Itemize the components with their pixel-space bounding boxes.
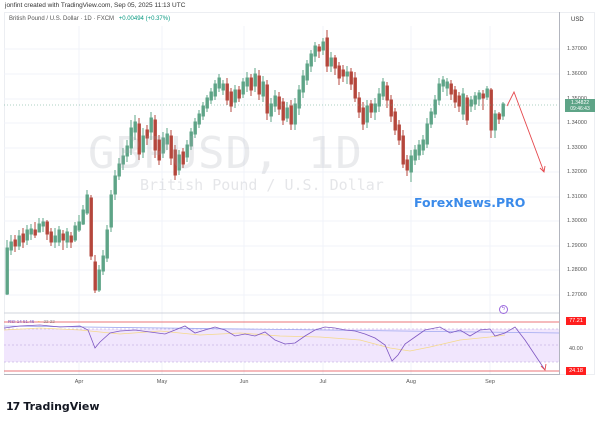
rsi-lower-tag: 24.18 [566,367,586,375]
symbol-description: British Pound / U.S. Dollar · 1D · FXCM [9,16,115,22]
time-axis-border [4,374,559,375]
price-change: +0.00494 (+0.37%) [118,16,171,22]
tradingview-logo-text: TradingView [23,400,100,413]
y-tick: 1.36000 [567,71,587,77]
last-price-tag: 1.34822 09:46:43 [565,99,595,112]
rsi-ma-value: ~ [37,319,41,324]
rsi-value: 51.46 [23,319,35,324]
watermark-symbol: GBPUSD, 1D [88,128,363,179]
rsi-upper-tag: 77.21 [566,317,586,325]
y-tick: 1.27000 [567,292,587,298]
x-tick: May [156,379,168,385]
y-tick: 1.28000 [567,267,587,273]
y-tick: 1.31000 [567,194,587,200]
last-price: 1.34822 [570,100,590,106]
brand-overlay: ForexNews.PRO [414,195,526,210]
rsi-name: RSI 14 [8,319,22,324]
x-tick: Sep [485,379,495,385]
y-tick: 1.37000 [567,46,587,52]
y-tick: 1.34000 [567,120,587,126]
symbol-legend[interactable]: British Pound / U.S. Dollar · 1D · FXCM … [9,16,170,22]
x-tick: Aug [406,379,416,385]
rsi-extra-values: 22 22 [43,319,55,324]
watermark-description: British Pound / U.S. Dollar [140,176,384,194]
lightning-icon[interactable]: ϟ [499,305,508,314]
tradingview-logo[interactable]: 17 TradingView [6,400,100,413]
y-tick: 1.32000 [567,169,587,175]
candles [5,30,505,295]
x-tick: Jul [319,379,327,385]
y-tick: 1.30000 [567,218,587,224]
rsi-mid-tick: 40.00 [569,346,583,352]
bar-countdown: 09:46:43 [570,106,590,112]
credit-line: jonfint created with TradingView.com, Se… [5,2,186,9]
y-tick: 1.33000 [567,145,587,151]
y-tick: 1.29000 [567,243,587,249]
tradingview-logo-icon: 17 [6,400,20,413]
rsi-legend[interactable]: RSI 14 51.46 ~ 22 22 [8,319,55,324]
price-axis-border [559,12,560,375]
x-tick: Apr [74,379,84,385]
projection-arrow[interactable] [506,90,546,173]
currency-label[interactable]: USD [571,17,584,23]
rsi-pane [3,321,560,372]
x-tick: Jun [239,379,249,385]
